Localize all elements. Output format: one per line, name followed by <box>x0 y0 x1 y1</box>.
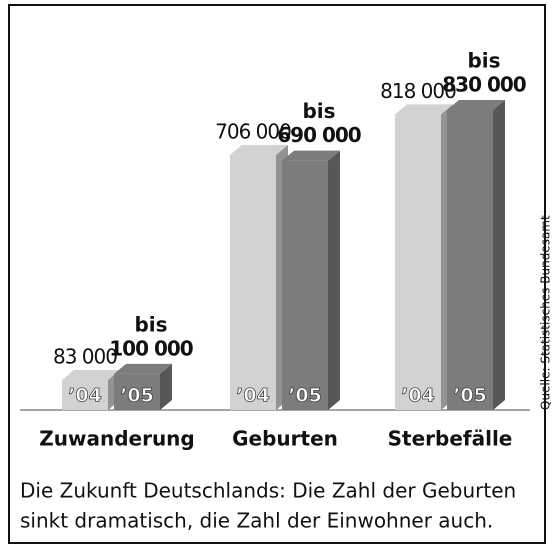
value-label: 690 000 <box>277 123 361 147</box>
bar-side <box>328 150 340 410</box>
value-prefix: bis <box>302 99 335 123</box>
bar-top <box>447 100 505 110</box>
series-label: ’05 <box>120 385 154 407</box>
series-label: ’04 <box>68 385 102 407</box>
bar <box>114 373 160 410</box>
value-label: 830 000 <box>442 73 526 97</box>
series-label: ’05 <box>288 385 322 407</box>
bar <box>282 160 328 410</box>
bar <box>395 114 441 411</box>
caption-line: Die Zukunft Deutschlands: Die Zahl der G… <box>20 479 516 503</box>
value-label: 100 000 <box>109 336 193 360</box>
source-note: Quelle: Statistisches Bundesamt <box>539 215 553 410</box>
bar-top <box>282 150 340 161</box>
bar <box>62 380 108 410</box>
value-prefix: bis <box>467 49 500 73</box>
value-label: 818 000 <box>380 79 456 103</box>
category-label: Geburten <box>232 427 338 451</box>
bar-top <box>62 370 120 380</box>
bar-side <box>160 363 172 410</box>
bar <box>230 154 276 410</box>
bar-top <box>114 363 172 374</box>
bar <box>447 110 493 410</box>
bar-side <box>493 100 505 410</box>
value-label: 706 000 <box>215 119 291 143</box>
value-label: 83 000 <box>53 345 117 369</box>
series-label: ’05 <box>453 385 487 407</box>
category-label: Sterbefälle <box>388 427 513 451</box>
bar-top <box>395 104 453 115</box>
caption-line: sinkt dramatisch, die Zahl der Einwohner… <box>20 509 493 533</box>
series-label: ’04 <box>236 385 270 407</box>
bar-top <box>230 144 288 155</box>
series-label: ’04 <box>401 385 435 407</box>
category-label: Zuwanderung <box>39 427 195 451</box>
value-prefix: bis <box>134 312 167 336</box>
